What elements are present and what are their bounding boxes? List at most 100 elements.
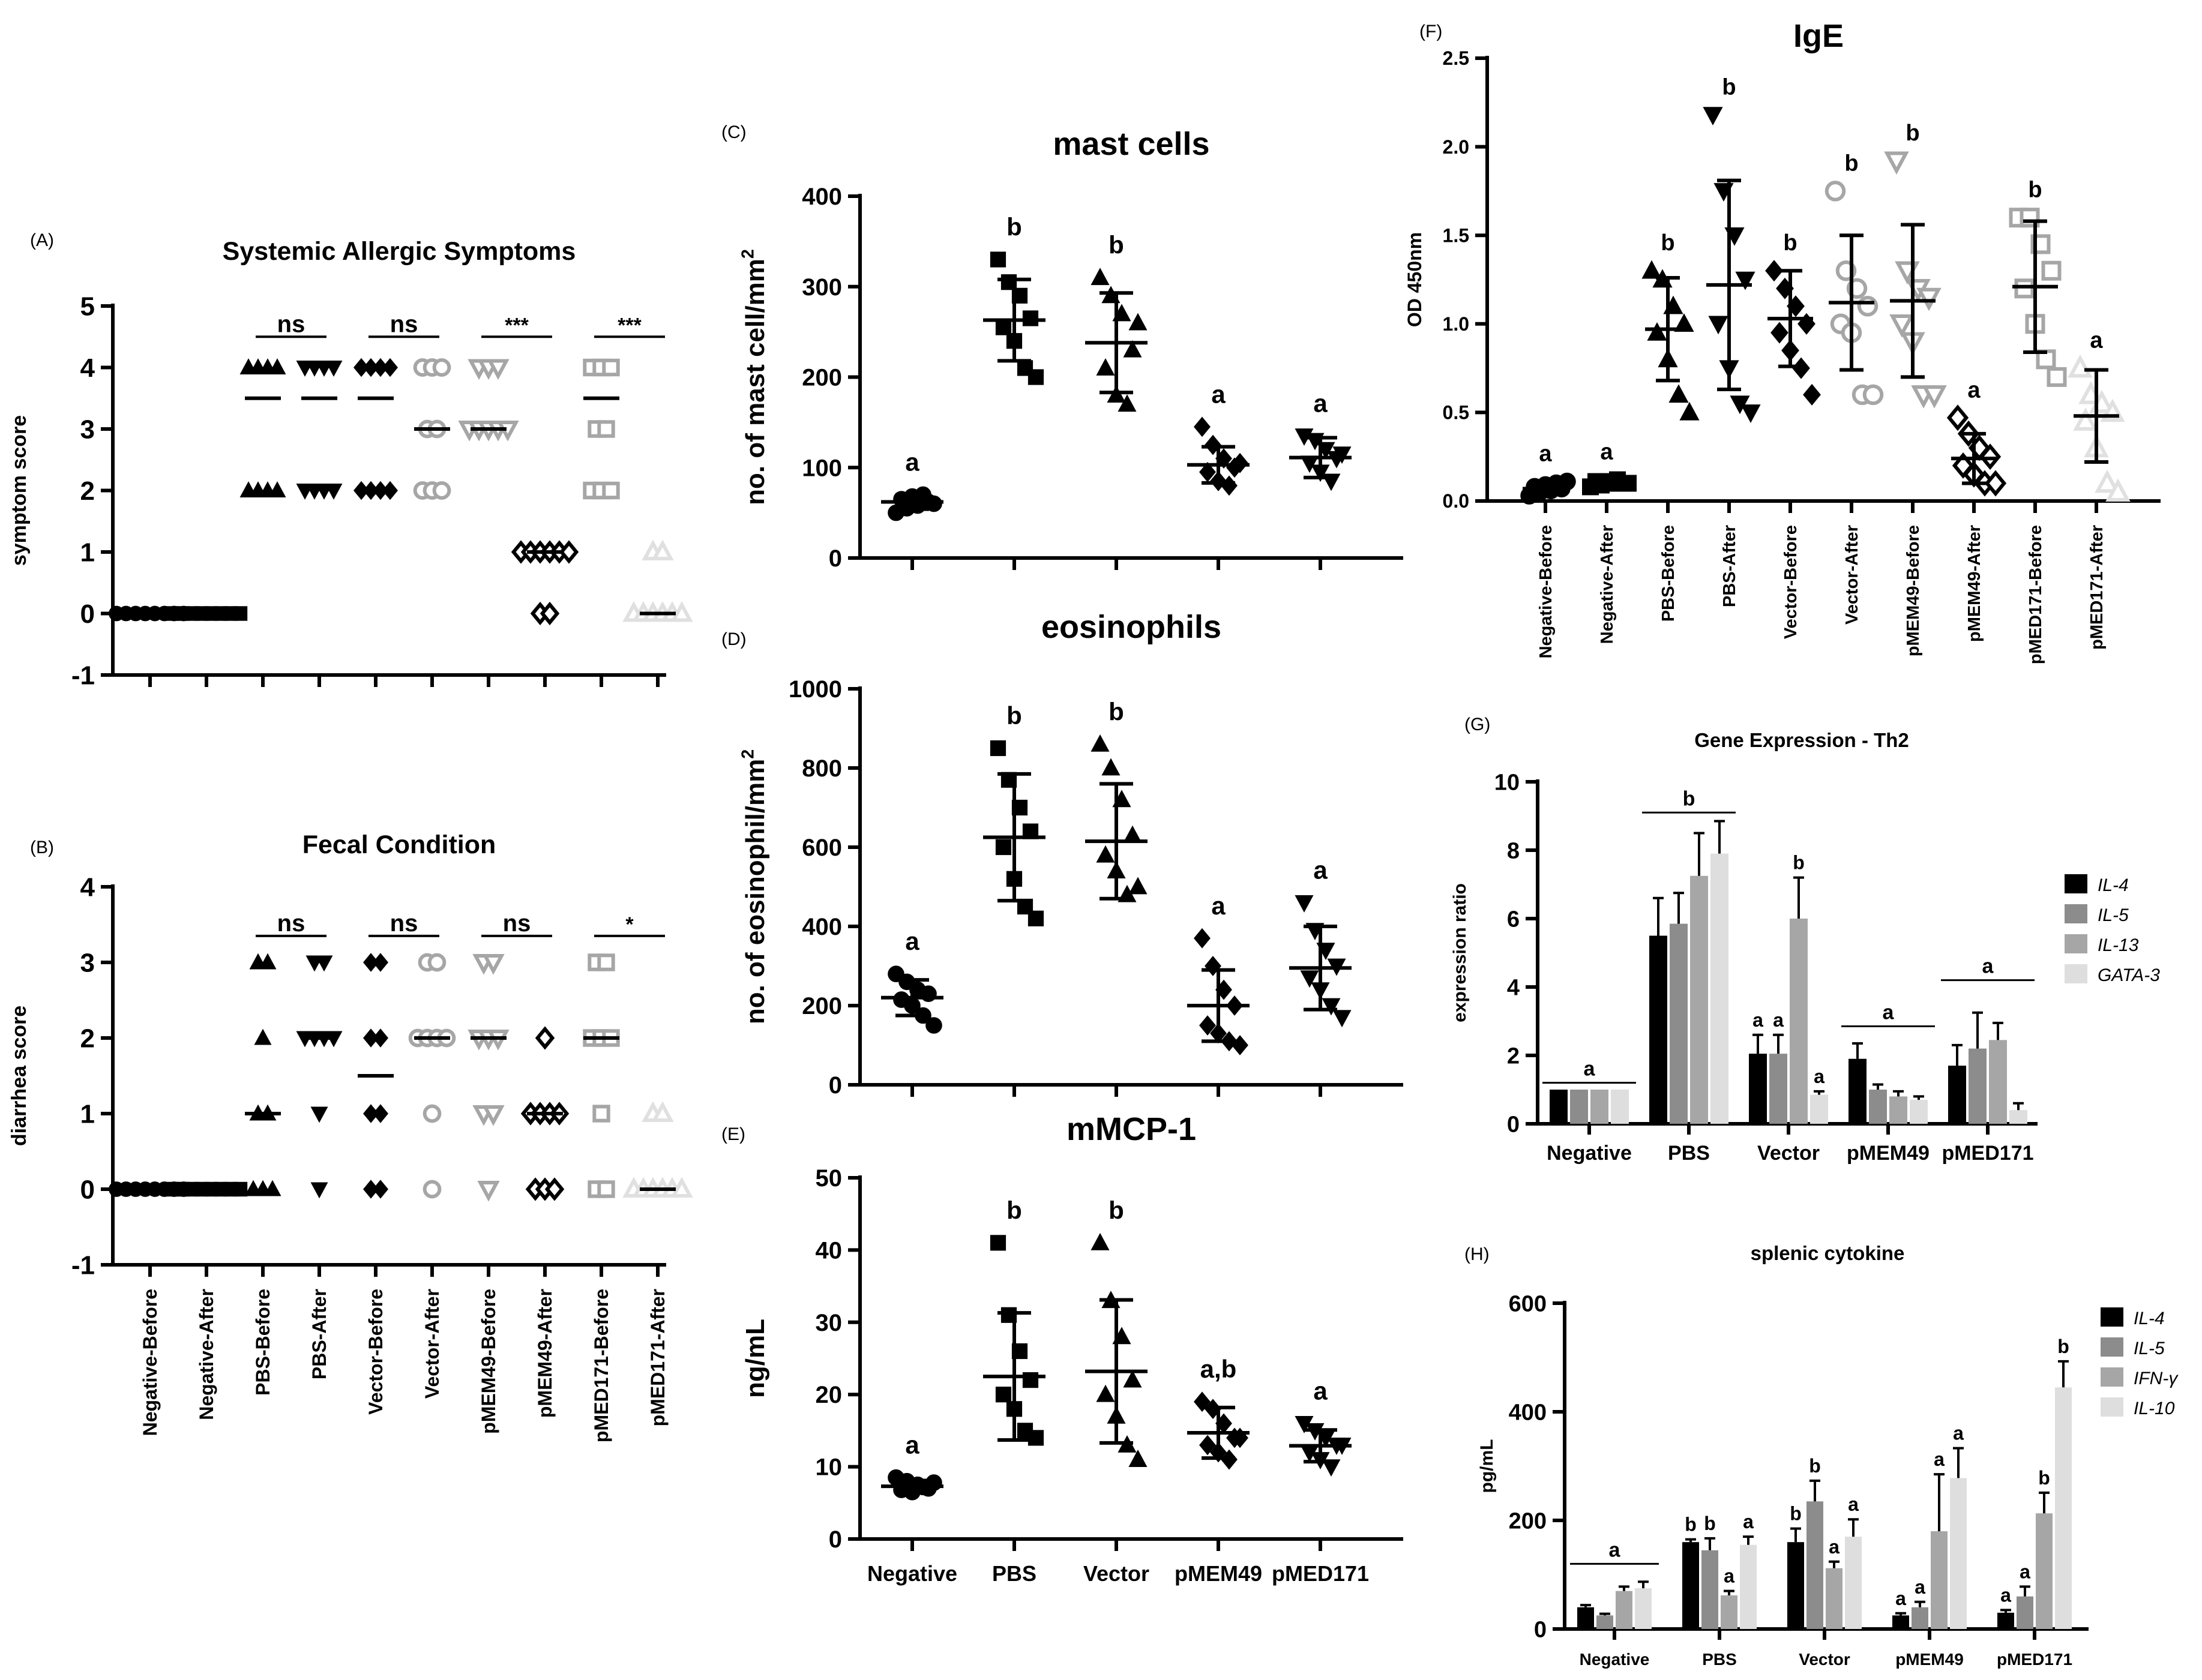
significance-letter: a (1895, 1588, 1906, 1609)
legend-label: IL-13 (2098, 935, 2139, 955)
data-point (1118, 394, 1137, 412)
y-axis-label: no. of mast cell/mm2 (738, 249, 770, 505)
x-tick-label: Vector-Before (1781, 525, 1800, 639)
y-tick-label: 30 (816, 1310, 843, 1336)
data-point (1824, 181, 1846, 202)
data-point (268, 481, 286, 498)
data-point (325, 483, 343, 500)
y-axis-label: pg/mL (1477, 1439, 1497, 1493)
data-point (423, 1104, 442, 1123)
significance-letter: b (2057, 1336, 2069, 1357)
legend-swatch (2101, 1337, 2123, 1357)
y-tick-label: 0.5 (1443, 402, 1469, 424)
bar (1989, 1040, 2007, 1124)
bar (1889, 1096, 1907, 1124)
significance-letter: a (2090, 328, 2103, 353)
data-point (1674, 313, 1694, 332)
panel-label: (C) (721, 122, 747, 142)
bar (1721, 1595, 1737, 1629)
panel-label: (E) (721, 1124, 745, 1144)
panel-C: mast cells (C) 0 100 200 300 400 no. of mast ce… (721, 122, 1403, 572)
data-point (1332, 446, 1352, 464)
y-tick-label: 1 (80, 538, 95, 567)
legend-swatch (2065, 934, 2087, 953)
significance-letter: b (2028, 178, 2042, 203)
panel-label: (H) (1464, 1244, 1490, 1264)
data-point (423, 1180, 442, 1199)
data-point (925, 1017, 942, 1034)
data-point (597, 1180, 615, 1198)
bar (1849, 1058, 1867, 1124)
significance-letter: a (1539, 442, 1552, 467)
significance-letter: a (1752, 1009, 1763, 1031)
significance-letter: a (1313, 856, 1328, 884)
y-tick-label: 100 (802, 455, 842, 481)
significance-letter: a (1934, 1448, 1945, 1470)
data-point (1194, 416, 1211, 437)
y-tick-label: 2.0 (1443, 136, 1469, 158)
data-point (1123, 1370, 1142, 1388)
data-point (432, 358, 451, 377)
y-tick-label: -1 (71, 661, 95, 690)
bar (1948, 1066, 1966, 1124)
bar (1869, 1090, 1887, 1124)
data-point (1128, 877, 1148, 895)
legend-label: IFN-γ (2134, 1369, 2179, 1388)
comparison-label: *** (505, 314, 529, 337)
y-tick-label: 3 (80, 948, 95, 977)
y-tick-label: 2 (80, 476, 95, 506)
significance-letter: b (1793, 852, 1805, 874)
y-axis-label-text: expression ratio (1450, 883, 1470, 1022)
data-point (1641, 260, 1662, 279)
data-point (597, 420, 615, 438)
data-point (925, 495, 942, 512)
significance-letter: a (905, 1431, 919, 1459)
x-tick-label: pMED171 (1997, 1650, 2072, 1669)
data-point (1740, 404, 1761, 423)
significance-letter: a (905, 448, 919, 476)
x-tick-label: Vector-After (1843, 525, 1862, 625)
x-tick-label: pMED171-Before (591, 1289, 612, 1442)
comparison-label: ns (503, 910, 531, 937)
significance-letter: b (1704, 1513, 1716, 1534)
data-point (990, 1235, 1006, 1251)
panel-E: mMCP-1 (E) 0 10 20 30 40 50 ng/mL Negative PBS Vect… (721, 1111, 1403, 1586)
y-axis-label-text: ng/mL (741, 1319, 770, 1398)
significance-letter: a (1211, 892, 1226, 920)
data-point (1128, 313, 1148, 331)
bar (2017, 1596, 2033, 1629)
significance-letter: b (1109, 231, 1124, 259)
data-point (373, 1180, 388, 1199)
x-tick-label: Vector (1799, 1650, 1850, 1669)
y-tick-label: 8 (1507, 838, 1520, 863)
x-tick-label: pMED171-Before (2026, 525, 2045, 664)
bar (1577, 1607, 1594, 1629)
significance-letter: b (1109, 1196, 1124, 1224)
data-point (670, 1177, 693, 1198)
data-point (1300, 970, 1319, 988)
significance-letter: a (1313, 389, 1328, 417)
y-tick-label: 400 (802, 184, 842, 210)
bar (1740, 1544, 1757, 1629)
x-tick-label: pMEM49-Before (1904, 525, 1923, 656)
data-point (382, 358, 398, 377)
significance-letter: b (1006, 701, 1022, 730)
data-point (990, 740, 1006, 757)
legend: IL-4 IL-5 IL-13 GATA-3 (2065, 874, 2160, 985)
significance-letter: a,b (1200, 1355, 1237, 1383)
y-tick-label: 400 (802, 914, 842, 940)
panel-D: eosinophils (D) 0 200 400 600 800 1000 no. of eo… (721, 609, 1403, 1099)
panel-H: splenic cytokine (H) 0 200 400 600 pg/mL Negati… (1464, 1242, 2179, 1669)
x-tick-label: PBS-After (1720, 525, 1739, 607)
data-point (2073, 407, 2098, 431)
y-tick-label: 800 (802, 755, 842, 782)
data-point (1322, 998, 1341, 1016)
significance-letter: b (1783, 230, 1797, 256)
panel-label: (B) (30, 838, 54, 857)
data-point (1884, 151, 1909, 175)
data-point (1668, 384, 1689, 403)
y-tick-label: 0 (829, 1526, 842, 1553)
panel-label: (F) (1419, 22, 1442, 41)
y-axis-label: symptom score (8, 415, 31, 566)
chart-title: mast cells (1053, 126, 1209, 162)
